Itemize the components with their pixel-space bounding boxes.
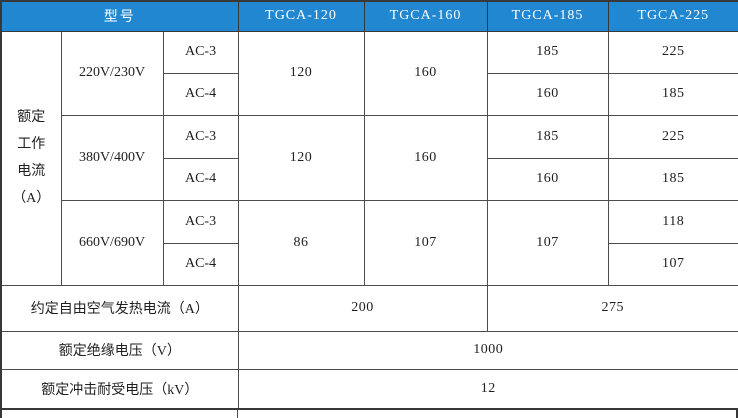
category-cell-ac3: AC-3: [162, 30, 239, 74]
summary-label-impulse-voltage: 额定冲击耐受电压（kV）: [0, 368, 239, 410]
value-cell: 160: [363, 30, 488, 116]
value-cell: 225: [607, 30, 738, 74]
value-cell: 120: [237, 30, 365, 116]
table-row: AC-4 107: [1, 242, 738, 286]
table-row: 额定绝缘电压（V） 1000: [0, 330, 738, 370]
category-cell-ac3: AC-3: [162, 199, 239, 244]
value-cell: 86: [237, 199, 365, 286]
table-row: 660V/690V AC-3 86 107 107 118: [1, 199, 738, 286]
rated-current-row-header: 额定 工作 电流 （A）: [0, 30, 62, 286]
category-cell-ac3: AC-3: [162, 114, 239, 159]
table-row: 额定 工作 电流 （A） 220V/230V AC-3 120 160 185 …: [0, 30, 738, 286]
category-cell-ac4: AC-4: [162, 72, 239, 116]
rated-current-line4: （A）: [12, 191, 51, 206]
table-row: 约定自由空气发热电流（A） 200 275: [0, 284, 738, 332]
value-cell: 185: [607, 72, 738, 116]
value-cell: 185: [486, 114, 609, 159]
summary-value-cell: 1000: [237, 330, 738, 370]
table-row: AC-4 160 185: [1, 72, 738, 116]
table-row: 额定冲击耐受电压（kV） 12: [0, 368, 738, 410]
value-cell: 160: [486, 72, 609, 116]
header-row: 型号 TGCA-120 TGCA-160 TGCA-185 TGCA-225: [0, 0, 738, 32]
rated-current-line1: 额定: [17, 110, 46, 125]
summary-value-cell: 12: [237, 368, 738, 410]
category-cell-ac4: AC-4: [162, 242, 239, 286]
value-cell: 225: [607, 114, 738, 159]
table-row: 380V/400V AC-3 120 160 185 225: [1, 114, 738, 201]
rated-current-line2: 工作: [17, 137, 46, 152]
model-header-tgca160: TGCA-160: [363, 0, 488, 32]
model-header-tgca120: TGCA-120: [237, 0, 365, 32]
value-cell: 118: [607, 199, 738, 244]
value-cell: 107: [607, 242, 738, 286]
table-row: AC-4 160 185: [1, 157, 738, 201]
summary-label-insulation-voltage: 额定绝缘电压（V）: [0, 330, 239, 370]
model-header-label: 型号: [0, 0, 239, 32]
model-header-tgca185: TGCA-185: [486, 0, 609, 32]
rated-current-line3: 电流: [17, 164, 46, 179]
summary-label-thermal-current: 约定自由空气发热电流（A）: [0, 284, 239, 332]
summary-value-cell: 200: [237, 284, 488, 332]
voltage-cell-220: 220V/230V: [60, 30, 164, 116]
cutoff-row-divider: [237, 410, 238, 418]
value-cell: 160: [486, 157, 609, 201]
model-header-tgca225: TGCA-225: [607, 0, 738, 32]
voltage-cell-380: 380V/400V: [60, 114, 164, 201]
category-cell-ac4: AC-4: [162, 157, 239, 201]
value-cell: 107: [363, 199, 488, 286]
cutoff-next-row: [0, 410, 738, 418]
value-cell: 185: [486, 30, 609, 74]
value-cell: 160: [363, 114, 488, 201]
value-cell: 120: [237, 114, 365, 201]
value-cell: 107: [486, 199, 609, 286]
value-cell: 185: [607, 157, 738, 201]
summary-value-cell: 275: [486, 284, 738, 332]
voltage-cell-660: 660V/690V: [60, 199, 164, 286]
